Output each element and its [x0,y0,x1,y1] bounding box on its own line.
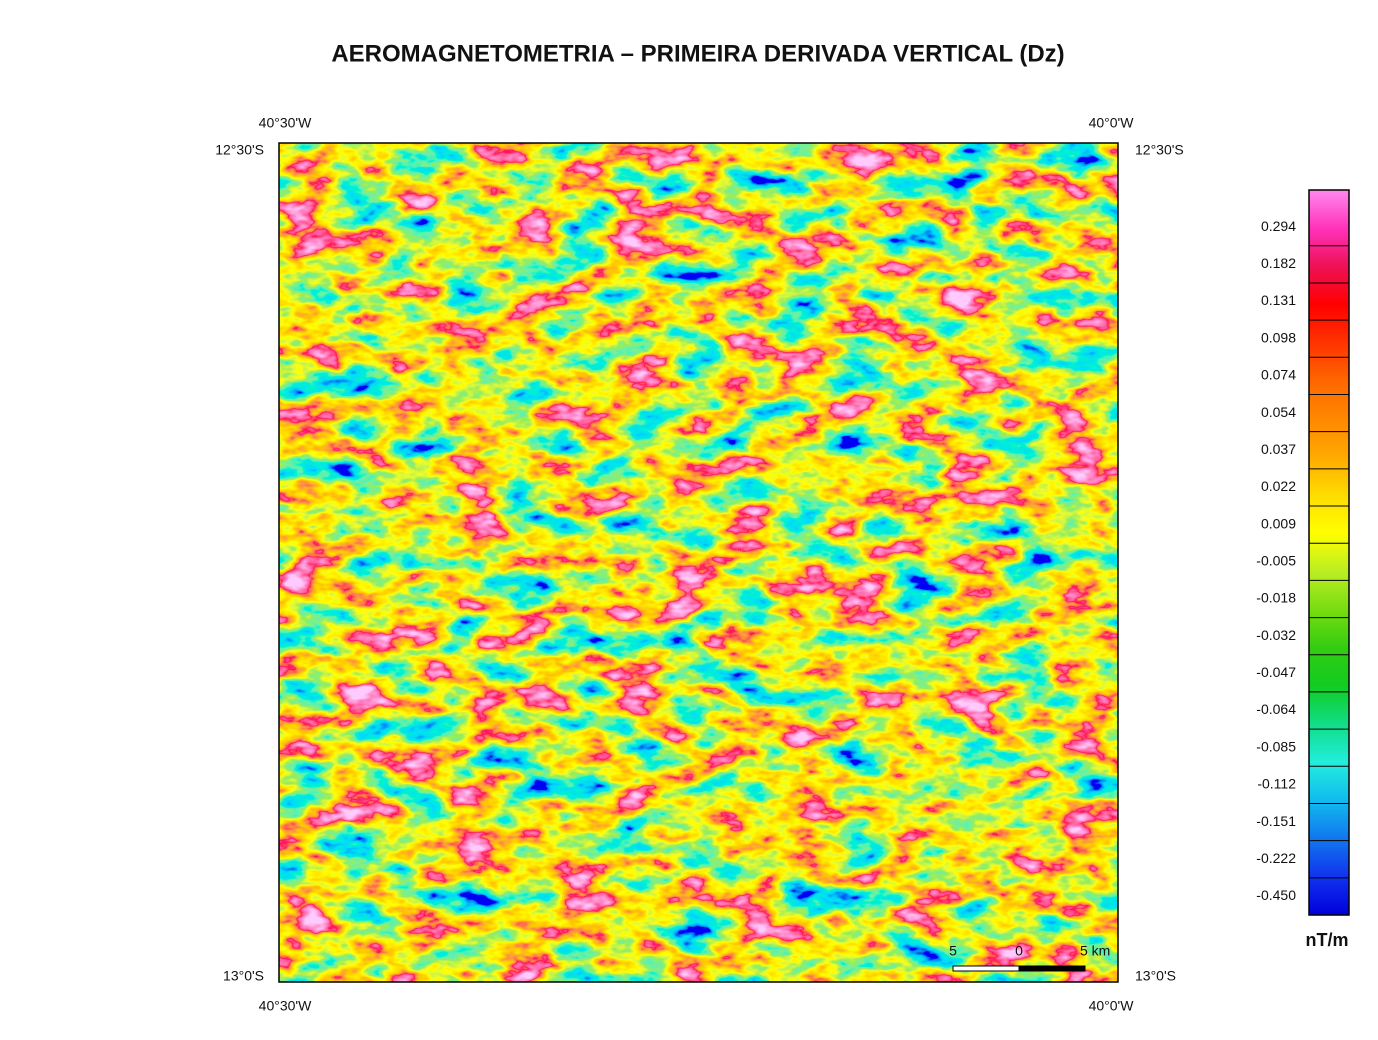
lat-label: 13°0'S [1135,968,1176,984]
legend-tick-label: 0.294 [1261,218,1296,234]
scale-segment [952,965,1020,972]
legend-tick-label: 0.022 [1261,478,1296,494]
legend-tick-label: -0.005 [1256,552,1296,568]
lon-label: 40°0'W [1089,998,1135,1014]
legend-tick-label: -0.064 [1256,701,1296,717]
magnetic-map [279,143,1118,982]
legend-unit: nT/m [1306,930,1349,950]
legend-tick-label: 0.074 [1261,367,1296,383]
scale-label: 0 [1015,943,1023,959]
colorbar [1308,189,1350,916]
legend-tick-label: 0.098 [1261,329,1296,345]
map-frame [278,142,1119,983]
lon-label: 40°30'W [259,998,312,1014]
legend-tick-label: 0.131 [1261,292,1296,308]
scale-label: 5 km [1080,943,1110,959]
map-title: AEROMAGNETOMETRIA – PRIMEIRA DERIVADA VE… [331,40,1064,67]
legend-tick-label: -0.085 [1256,738,1296,754]
lon-label: 40°30'W [259,115,312,131]
legend-tick-label: -0.450 [1256,887,1296,903]
legend-tick-label: 0.009 [1261,515,1296,531]
legend-tick-label: -0.018 [1256,590,1296,606]
legend-tick-label: -0.222 [1256,850,1296,866]
lat-label: 12°30'S [1135,142,1184,158]
lat-label: 12°30'S [215,142,264,158]
legend-tick-label: 0.037 [1261,441,1296,457]
scale-bar: 5 0 5 km [949,943,1110,972]
legend-tick-label: 0.182 [1261,255,1296,271]
legend-tick-label: -0.032 [1256,627,1296,643]
legend-tick-label: -0.047 [1256,664,1296,680]
lon-label: 40°0'W [1089,115,1135,131]
legend-tick-label: -0.151 [1256,813,1296,829]
lat-label: 13°0'S [223,968,264,984]
legend-tick-label: 0.054 [1261,404,1296,420]
scale-label: 5 [949,943,957,959]
legend-tick-label: -0.112 [1257,776,1296,792]
scale-segment [1018,965,1086,972]
